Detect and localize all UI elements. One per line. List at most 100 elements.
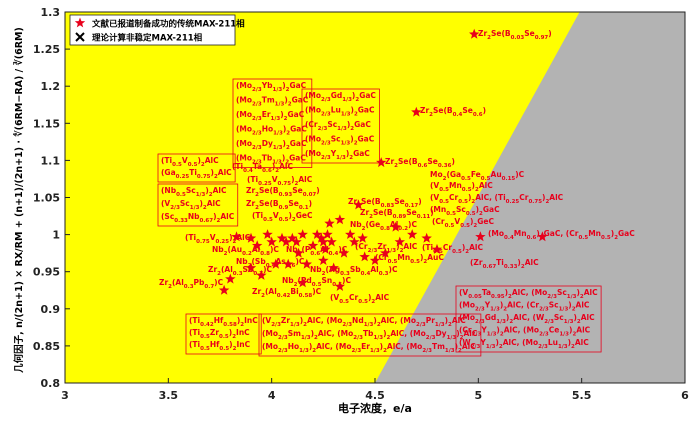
point-label: Nb2(P0.6Al0.4)C (286, 245, 348, 257)
star-marker (245, 232, 257, 243)
point-label: Zr2Se(B0.6Se0.36) (385, 157, 455, 169)
y-tick-label: 0.85 (33, 340, 60, 353)
y-tick-label: 1.05 (33, 192, 60, 205)
x-tick-label: 4 (268, 389, 276, 402)
group-label: (Ti0.42Hf0.58)2InC (189, 316, 258, 328)
group-label: (Nb0.5Sc1/3)2AlC (161, 186, 227, 198)
x-tick-label: 5 (475, 389, 483, 402)
star-marker (328, 262, 339, 273)
label-group: (Ti0.5V0.5)2AlC(Ga0.25Ti0.75)2AlC (157, 153, 236, 183)
group-label: (Mo2/3Yb1/3)2GaC (236, 81, 307, 93)
star-marker (311, 229, 323, 239)
group-label: (Mo2/3Dy1/3)2GaC (236, 139, 307, 151)
star-marker (297, 277, 308, 288)
group-label: (Mo2/3Gd1/3)2GaC (305, 91, 376, 103)
group-label: (Cr2/3Sc1/3)2GaC (305, 120, 371, 132)
group-label: (Sc0.33Nb0.67)2AlC (161, 212, 235, 224)
star-marker (469, 28, 480, 39)
star-marker (287, 232, 298, 243)
point-label: Zr2Se(B0.4Se0.6) (420, 106, 486, 118)
label-box (157, 153, 236, 183)
star-marker (245, 262, 257, 273)
label-group: (Mo2/3Yb1/3)2GaC (Mo2/3Tm1/3)2GaC (Mo2/3Er… (232, 78, 313, 168)
group-label: (Mo2/3Sc1/3)2GaC (305, 135, 375, 147)
star-marker (307, 240, 319, 251)
group-label: (Mo2/3Gd1/3)2AlC, (W2/3Sc1/3)2AlC (459, 313, 595, 325)
point-label: (Ti0.4Ta0.6)2AlC (232, 162, 293, 174)
label-group: (Ti0.42Hf0.58)2InC(Ti0.5Zr0.5)2InC(Ti0.5… (185, 313, 262, 355)
star-marker (390, 221, 401, 232)
star-marker (334, 214, 346, 225)
point-label: (Mo0.4Mn0.6)2GaC, (Cr0.5Mn0.5)2GaC (488, 229, 635, 241)
legend-label: 文献已报道制备成功的传统MAX-211相 (92, 19, 245, 30)
point-label: Nb2(Au0.2Al0.8)C (212, 245, 279, 257)
group-label: (W2/3Y1/3)2AlC, (Mo2/3Lu1/3)2AlC (459, 338, 589, 350)
star-marker (411, 106, 422, 117)
group-label: (V2/3Zr1/3)2AlC, (Mo2/3Nd1/3)2AlC, (Mo2/… (262, 316, 466, 328)
y-tick-label: 1.2 (41, 80, 61, 93)
y-tick-label: 0.95 (33, 266, 60, 279)
star-marker (359, 251, 370, 262)
star-marker (318, 255, 329, 265)
group-label: (Mo2/3Y1/3)2GaC (305, 149, 370, 161)
group-label: (V0.05Ta0.95)2AlC, (Mo2/3Sc1/3)2AlC (459, 288, 598, 300)
star-marker (262, 229, 273, 239)
point-label: (Ti0.5Cr0.5)2AlC (422, 243, 483, 255)
x-marker (75, 32, 85, 42)
legend-box (69, 14, 236, 46)
y-tick-label: 1.25 (33, 43, 60, 56)
star-marker (316, 232, 327, 243)
star-marker (394, 236, 405, 247)
point-label: Mo2(Ga0.5Fe0.5Au0.15)C (430, 170, 525, 182)
y-tick-label: 1 (52, 229, 60, 242)
label-box (301, 88, 380, 164)
x-tick-label: 3.5 (159, 389, 179, 402)
star-marker (353, 199, 364, 210)
star-marker (276, 232, 288, 243)
star-marker (431, 243, 443, 254)
point-label: Zr2Se(B0.9Se0.1) (246, 199, 312, 211)
star-marker (380, 247, 391, 258)
star-marker (407, 229, 418, 239)
star-marker (256, 269, 267, 280)
star-marker (297, 229, 308, 239)
label-group: (V0.05Ta0.95)2AlC, (Mo2/3Sc1/3)2AlC (Mo2/… (455, 285, 602, 353)
star-marker (376, 157, 387, 168)
x-axis-label: 电子浓度，e/a (338, 401, 412, 415)
star-marker (283, 258, 294, 269)
star-marker (322, 229, 333, 239)
point-label: Zr2(Al0.3Pb0.7)C (159, 278, 224, 290)
star-marker (280, 236, 292, 247)
group-label: (Mo2/3Tb1/3)2GaC (236, 154, 306, 166)
point-label: Nb2(Sb0.4As0.6)C (236, 257, 305, 269)
unstable-region (375, 12, 685, 383)
group-label: (V2/3Sc1/3)2AlC (161, 199, 221, 211)
star-marker (334, 281, 346, 291)
group-label: (Mo2/3Er1/3)2GaC (236, 110, 305, 122)
point-label: (Cr2/3Zr1/3)2AlC (355, 242, 418, 254)
y-tick-label: 1.15 (33, 117, 60, 130)
group-label: (Cr2/3Y1/3)2AlC, (Mo2/3Ce1/3)2AlC (459, 326, 591, 338)
star-marker (291, 236, 302, 247)
point-label: Zr2(Al0.3Sb0.7)C (208, 265, 272, 277)
point-label: Zr2Se(B0.93Se0.07) (246, 186, 320, 198)
group-label: (Mo2/3Ho1/3)2GaC (236, 125, 307, 137)
point-label: (Ti0.5V0.5)2GeC (252, 211, 313, 223)
point-label: (Cr0.5V0.5)2GeC (432, 217, 494, 229)
star-marker (369, 255, 381, 265)
point-label: (Zr0.67Ti0.33)2AlC (470, 258, 539, 270)
x-tick-label: 6 (681, 389, 689, 402)
y-tick-label: 1.1 (41, 154, 61, 167)
point-label: (Cr0.5Mn0.5)2AuC (375, 253, 444, 265)
star-marker (266, 236, 277, 247)
point-label: Zr2(Al0.42Bi0.58)C (252, 287, 322, 299)
group-label: (Mo2/3Sm1/3)2AlC, (Mo2/3Tb1/3)2AlC, (Mo2… (262, 329, 478, 341)
x-tick-label: 5.5 (572, 389, 592, 402)
point-label: (V0.5Cr0.5)2AlC, (Ti0.25Cr0.75)2AlC (430, 193, 564, 205)
y-axis-label: 几何因子, n/(2n+1) × RX/RM + (n+1)/(2n+1) · … (13, 27, 25, 373)
point-label: (Mn0.5Sc0.5)2GaC (430, 205, 500, 217)
group-label: (Ti0.5V0.5)2AlC (161, 156, 219, 168)
star-marker (357, 232, 368, 243)
